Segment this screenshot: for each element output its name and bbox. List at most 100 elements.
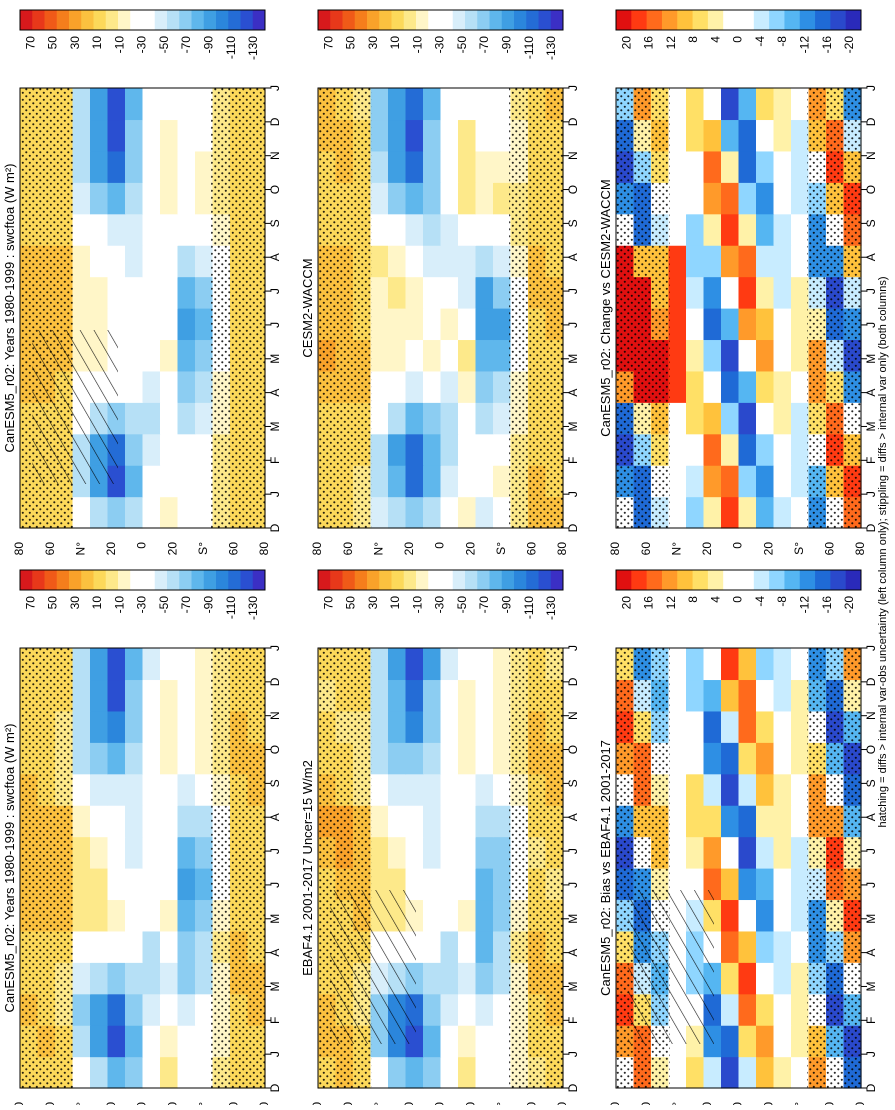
month-tick-label: M — [268, 914, 282, 924]
heatmap-cell — [668, 308, 687, 341]
heatmap-cell — [458, 308, 477, 341]
colorbar-swatch — [216, 570, 229, 590]
heatmap-cell — [493, 1025, 512, 1058]
heatmap-cell — [423, 276, 442, 309]
heatmap-cell — [440, 402, 459, 435]
heatmap-cell — [773, 679, 792, 712]
heatmap-cell — [458, 805, 477, 838]
heatmap-cell — [686, 182, 705, 215]
heatmap-cell — [160, 182, 179, 215]
month-tick-label: J — [566, 322, 580, 328]
heatmap-cell — [440, 433, 459, 466]
heatmap-cell — [773, 1056, 792, 1089]
heatmap-cell — [388, 496, 407, 529]
heatmap-cell — [423, 213, 442, 246]
heatmap-cell — [493, 773, 512, 806]
heatmap-cell — [423, 433, 442, 466]
heatmap-cell — [142, 836, 161, 869]
heatmap-cell — [177, 182, 196, 215]
heatmap-cell — [756, 370, 775, 403]
heatmap-cell — [493, 88, 512, 121]
heatmap-cell — [423, 773, 442, 806]
month-tick-label: S — [566, 219, 580, 227]
heatmap-cell — [668, 339, 687, 372]
heatmap-cell — [458, 993, 477, 1026]
heatmap-cell — [440, 276, 459, 309]
month-tick-label: J — [864, 491, 878, 497]
month-tick-label: O — [268, 185, 282, 194]
heatmap-cell — [195, 88, 214, 121]
heatmap-cell — [107, 742, 126, 775]
heatmap-cell — [388, 710, 407, 743]
heatmap-cell — [72, 496, 91, 529]
colorbar-tick-label: -50 — [157, 36, 171, 54]
heatmap-cell — [738, 245, 757, 278]
colorbar-swatch — [228, 10, 241, 30]
heatmap-cell — [475, 88, 494, 121]
heatmap-cell — [493, 648, 512, 681]
month-tick-label: M — [566, 914, 580, 924]
month-tick-label: M — [864, 914, 878, 924]
heatmap-cell — [72, 213, 91, 246]
month-tick-label: A — [864, 813, 878, 821]
heatmap-cell — [125, 245, 144, 278]
lat-tick-label: S° — [792, 542, 806, 555]
heatmap-cell — [440, 710, 459, 743]
heatmap-cell — [440, 930, 459, 963]
heatmap-cell — [195, 150, 214, 183]
heatmap-cell — [177, 245, 196, 278]
heatmap-cell — [423, 962, 442, 995]
heatmap-cell — [668, 119, 687, 152]
heatmap-cell — [195, 182, 214, 215]
colorbar-tick-label: -20 — [842, 596, 856, 614]
colorbar-swatch — [330, 10, 343, 30]
month-tick-label: A — [566, 813, 580, 821]
colorbar-swatch — [465, 570, 478, 590]
heatmap-cell — [160, 742, 179, 775]
month-tick-label: S — [566, 779, 580, 787]
colorbar-swatch — [428, 570, 441, 590]
heatmap-cell — [756, 182, 775, 215]
colorbar-frame — [19, 9, 266, 31]
heatmap-cell — [721, 993, 740, 1026]
month-tick-label: J — [864, 85, 878, 91]
heatmap-cell — [738, 962, 757, 995]
lat-tick-label: 20 — [402, 542, 416, 556]
colorbar-tick-label: -16 — [820, 596, 834, 614]
stippling-overlay — [807, 648, 861, 1088]
heatmap-cell — [177, 648, 196, 681]
heatmap-cell — [475, 465, 494, 498]
month-tick-label: J — [566, 882, 580, 888]
heatmap-cell — [475, 773, 494, 806]
heatmap-cell — [791, 339, 810, 372]
colorbar-swatch — [44, 10, 58, 30]
colorbar-swatch — [477, 10, 490, 30]
colorbar-tick-label: -130 — [544, 36, 558, 60]
month-tick-label: J — [566, 848, 580, 854]
heatmap-cell — [738, 182, 757, 215]
heatmap-cell — [405, 339, 424, 372]
heatmap-cell — [668, 805, 687, 838]
colorbar-tick-label: 50 — [344, 596, 358, 610]
heatmap-cell — [458, 213, 477, 246]
heatmap-cell — [458, 245, 477, 278]
footer-note: hatching = diffs > internal var-obs unce… — [877, 276, 889, 827]
plot-frame — [19, 87, 266, 529]
heatmap-cell — [195, 836, 214, 869]
heatmap-cell — [160, 370, 179, 403]
heatmap-cell — [72, 1025, 91, 1058]
heatmap-cell — [440, 1056, 459, 1089]
heatmap-cell — [195, 402, 214, 435]
heatmap-cell — [738, 773, 757, 806]
lat-tick-label: 80 — [555, 542, 569, 556]
month-tick-label: F — [268, 1017, 282, 1024]
heatmap-cell — [756, 1025, 775, 1058]
colorbar-tick-label: -30 — [433, 596, 447, 614]
heatmap-cell — [125, 710, 144, 743]
colorbar-tick-label: 10 — [90, 36, 104, 50]
heatmap-cell — [125, 182, 144, 215]
month-tick-label: D — [864, 677, 878, 686]
heatmap-cell — [72, 962, 91, 995]
colorbar-tick-label: 70 — [321, 36, 335, 50]
colorbar-swatch — [191, 10, 205, 30]
